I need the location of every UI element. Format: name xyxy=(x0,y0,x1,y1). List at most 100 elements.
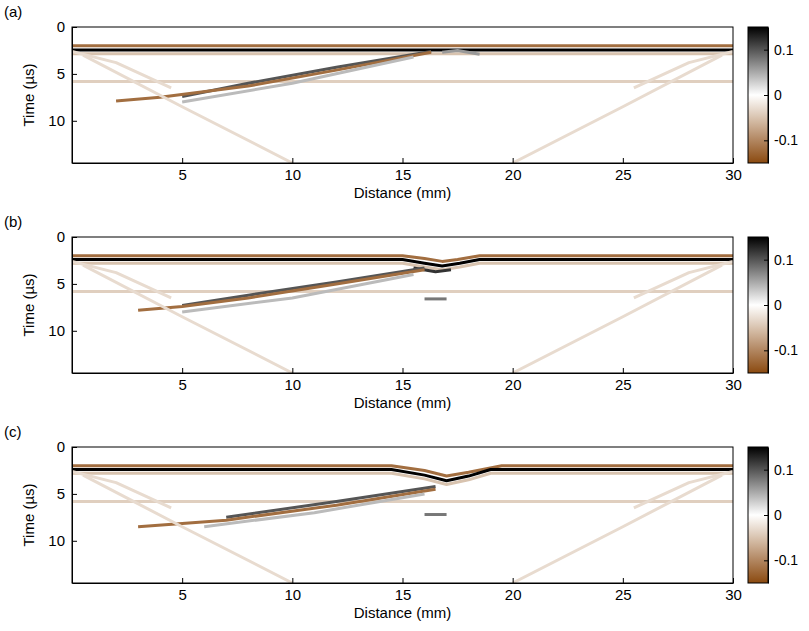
x-axis: 5 10 15 20 25 30 xyxy=(73,578,742,603)
x-tick-mark xyxy=(292,368,293,373)
x-tick-label: 30 xyxy=(725,376,742,393)
colorbar-fill xyxy=(748,447,768,583)
y-tick: 5 xyxy=(57,485,77,502)
colorbar-tick-mark xyxy=(764,260,768,261)
y-tick-mark xyxy=(72,494,77,495)
x-axis-title: Distance (mm) xyxy=(354,604,452,621)
panel-label: (c) xyxy=(4,423,22,440)
colorbar: -0.100.1 xyxy=(748,447,798,584)
plot-frame xyxy=(72,237,733,373)
x-axis-title: Distance (mm) xyxy=(354,394,452,411)
x-tick: 25 xyxy=(615,368,632,393)
plot-background xyxy=(72,447,733,583)
x-tick: 30 xyxy=(725,368,742,393)
axis-line xyxy=(73,163,734,164)
wavefront xyxy=(72,48,733,51)
x-tick: 20 xyxy=(505,578,522,603)
x-tick: 15 xyxy=(395,578,412,603)
colorbar-tick-label: -0.1 xyxy=(774,132,798,148)
x-tick: 30 xyxy=(725,578,742,603)
x-tick-label: 10 xyxy=(284,586,301,603)
wavefront xyxy=(442,50,479,54)
wavefront xyxy=(513,475,722,583)
x-tick-mark xyxy=(623,368,624,373)
colorbar-fill xyxy=(748,237,768,373)
x-tick-mark xyxy=(403,578,404,583)
colorbar-tick-mark xyxy=(764,50,768,51)
colorbar-tick-label: 0 xyxy=(774,507,782,523)
y-tick-mark xyxy=(72,74,77,75)
y-tick-mark xyxy=(72,447,77,448)
x-tick-mark xyxy=(182,578,183,583)
image-features xyxy=(72,46,733,163)
x-tick-mark xyxy=(292,158,293,163)
x-tick: 5 xyxy=(178,578,186,603)
x-tick: 25 xyxy=(615,578,632,603)
colorbar-tick-mark xyxy=(764,140,768,141)
colorbar-tick: -0.1 xyxy=(764,552,798,568)
x-tick-mark xyxy=(182,158,183,163)
y-tick: 10 xyxy=(48,112,77,129)
wavefront xyxy=(116,52,431,101)
x-tick: 20 xyxy=(505,158,522,183)
x-tick-mark xyxy=(513,158,514,163)
colorbar-tick: -0.1 xyxy=(764,342,798,358)
y-tick: 0 xyxy=(57,228,77,245)
panel: 510152025300510Distance (mm)Time (µs)(c)… xyxy=(4,423,798,621)
colorbar-axis: -0.100.1 xyxy=(764,448,798,584)
wavefront xyxy=(72,51,171,88)
colorbar-tick-mark xyxy=(764,515,768,516)
y-tick-mark xyxy=(72,284,77,285)
wavefront xyxy=(138,270,424,310)
y-axis-title: Time (µs) xyxy=(20,273,37,336)
colorbar-tick-mark xyxy=(764,95,768,96)
colorbar-axis: -0.100.1 xyxy=(764,238,798,374)
wavefront xyxy=(72,471,171,508)
colorbar-tick-label: -0.1 xyxy=(774,552,798,568)
y-tick-label: 10 xyxy=(48,322,65,339)
x-axis: 51015202530 xyxy=(73,368,742,393)
colorbar-frame xyxy=(748,447,768,583)
colorbar-tick-mark xyxy=(764,305,768,306)
x-tick-mark xyxy=(292,578,293,583)
colorbar-frame xyxy=(748,237,768,373)
y-tick-label: 0 xyxy=(57,18,65,35)
x-tick-label: 5 xyxy=(178,166,186,183)
y-tick-label: 10 xyxy=(48,112,65,129)
x-tick: 20 xyxy=(505,368,522,393)
colorbar-tick-mark xyxy=(764,350,768,351)
wavefront xyxy=(72,263,733,270)
wavefront xyxy=(182,268,424,306)
wavefront xyxy=(513,265,722,373)
colorbar-tick: 0 xyxy=(764,87,782,103)
x-tick-label: 10 xyxy=(284,166,301,183)
y-tick-mark xyxy=(72,121,77,122)
image-features xyxy=(72,466,733,583)
wavefront xyxy=(634,471,733,508)
image-features xyxy=(72,256,733,373)
wavefront xyxy=(513,55,722,163)
x-tick: 10 xyxy=(284,578,301,603)
x-tick: 25 xyxy=(615,158,632,183)
y-tick-mark xyxy=(72,237,77,238)
colorbar-tick: -0.1 xyxy=(764,132,798,148)
x-tick: 5 xyxy=(178,368,186,393)
colorbar-fill xyxy=(748,27,768,163)
y-axis: 0 5 10 xyxy=(48,18,77,163)
panel: 510152025300510Distance (mm)Time (µs)(b)… xyxy=(4,213,798,411)
colorbar-axis: -0.100.1 xyxy=(764,28,798,164)
y-tick: 0 xyxy=(57,18,77,35)
wavefront xyxy=(182,275,413,313)
wavefront xyxy=(83,265,292,373)
colorbar-tick: 0 xyxy=(764,507,782,523)
x-tick-label: 15 xyxy=(395,586,412,603)
colorbar: -0.100.1 xyxy=(748,27,798,164)
panel: 510152025300510Distance (mm)Time (µs)(a)… xyxy=(4,3,798,201)
wavefront xyxy=(72,261,171,298)
y-tick: 5 xyxy=(57,65,77,82)
x-tick-label: 5 xyxy=(178,586,186,603)
colorbar-tick-label: 0 xyxy=(774,297,782,313)
x-tick-mark xyxy=(733,368,734,373)
wavefront xyxy=(72,290,733,293)
wavefront xyxy=(83,475,292,583)
